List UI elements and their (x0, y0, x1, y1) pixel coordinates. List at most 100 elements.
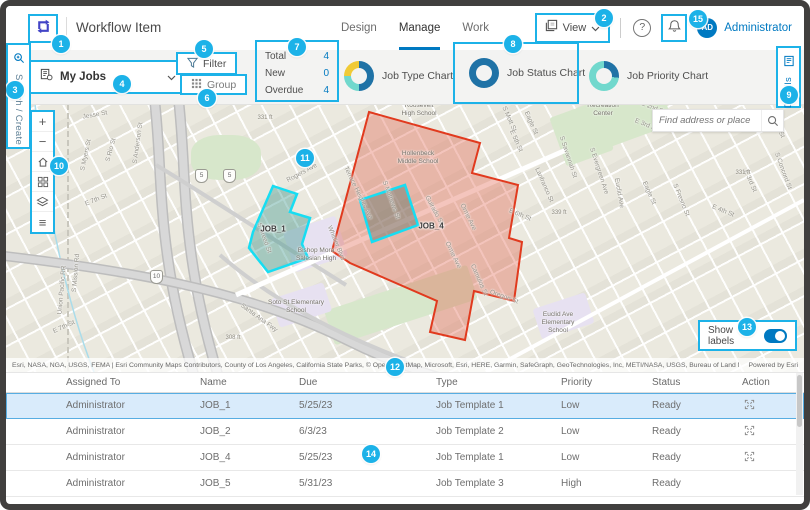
table-cell: JOB_1 (200, 400, 231, 411)
job-polygon-selected-extent[interactable] (358, 183, 420, 244)
job-polygon-JOB_4[interactable] (330, 110, 524, 342)
job-type-chart-label: Job Type Chart (382, 70, 454, 82)
table-row-JOB_1[interactable]: Administrator JOB_1 5/25/23 Job Template 1 L… (6, 393, 804, 419)
table-row-JOB_5[interactable]: Administrator JOB_5 5/31/23 Job Template 3 H… (6, 471, 804, 497)
job-polygon-label: JOB_4 (418, 221, 444, 231)
col-action[interactable]: Action (742, 377, 770, 388)
job-priority-chart: Job Priority Chart (589, 61, 708, 91)
tab-manage[interactable]: Manage (398, 6, 441, 50)
legend-button[interactable]: ≡ (38, 214, 47, 230)
map-label: 308 ft (225, 335, 241, 341)
map-canvas[interactable]: Jesse St S Myers St S Rio St E 7th St E 7th … (6, 105, 804, 372)
stat-new: New 0 (265, 68, 329, 79)
basemap-grid-icon (37, 176, 48, 187)
job-status-chart: Job Status Chart (453, 42, 585, 104)
col-due[interactable]: Due (299, 377, 318, 388)
page-title: Workflow Item (76, 20, 162, 35)
callout-14: 14 (362, 445, 380, 463)
map-search-box (652, 109, 784, 132)
callout-7: 7 (288, 38, 306, 56)
map-vector-layer (6, 105, 804, 372)
table-cell: 5/25/23 (299, 452, 333, 463)
help-button[interactable]: ? (633, 19, 652, 37)
layers-button[interactable] (32, 192, 53, 212)
table-scrollbar[interactable] (796, 373, 803, 495)
job-status-donut (469, 58, 499, 88)
action-cell[interactable] (742, 399, 798, 413)
table-cell: Administrator (66, 400, 125, 411)
col-name[interactable]: Name (200, 377, 227, 388)
filter-button[interactable]: Filter (175, 52, 238, 75)
header: Workflow Item Design Manage Work View ? (6, 6, 804, 50)
map-label: 339 ft (551, 210, 567, 216)
table-cell: JOB_2 (200, 426, 231, 437)
app-logo[interactable] (28, 14, 58, 43)
callout-12: 12 (386, 358, 404, 376)
filter-funnel-icon (186, 57, 199, 71)
job-list-icon (39, 68, 53, 86)
notifications-button[interactable] (661, 14, 688, 42)
table-cell: Low (561, 426, 580, 437)
job-type-chart: Job Type Chart (344, 61, 453, 91)
map-label: Recreation Center (587, 105, 619, 117)
search-input[interactable] (653, 115, 761, 126)
group-button[interactable]: Group (179, 74, 248, 95)
table-cell: 5/31/23 (299, 478, 333, 489)
group-label: Group (207, 78, 237, 91)
attribution-text: Esri, NASA, NGA, USGS, FEMA | Esri Commu… (12, 361, 739, 369)
table-row-JOB_2[interactable]: Administrator JOB_2 6/3/23 Job Template 2 Lo… (6, 419, 804, 445)
table-cell: Job Template 3 (436, 478, 504, 489)
tab-work[interactable]: Work (462, 22, 489, 34)
tab-design[interactable]: Design (341, 22, 377, 34)
job-priority-donut (589, 61, 619, 91)
job-polygon-JOB_1[interactable] (247, 184, 312, 274)
show-labels-toggle[interactable] (763, 328, 787, 343)
view-icon (545, 19, 558, 37)
callout-13: 13 (738, 318, 756, 336)
map-label: Bishop Mora Salesian High (295, 246, 337, 262)
group-grid-icon (191, 78, 202, 92)
map-attribution: Esri, NASA, NGA, USGS, FEMA | Esri Commu… (6, 358, 804, 372)
basemap-button[interactable] (32, 172, 53, 192)
stat-overdue: Overdue 4 (265, 85, 329, 96)
table-cell: 6/3/23 (299, 426, 327, 437)
callout-8: 8 (504, 35, 522, 53)
job-priority-chart-label: Job Priority Chart (627, 70, 709, 82)
interstate-shield-icon: 5 (223, 169, 236, 183)
col-status[interactable]: Status (652, 377, 681, 388)
jobs-dropdown[interactable]: My Jobs (28, 60, 187, 94)
search-icon[interactable] (761, 110, 783, 131)
col-priority[interactable]: Priority (561, 377, 593, 388)
zoom-out-button[interactable]: − (32, 132, 53, 152)
table-cell: Administrator (66, 478, 125, 489)
action-cell[interactable] (742, 425, 798, 439)
show-labels-label: Show labels (708, 324, 735, 347)
map-label: Euclid Ave Elementary School (541, 310, 575, 335)
chevron-down-icon (167, 68, 176, 86)
filter-label: Filter (203, 57, 227, 70)
user-name[interactable]: Administrator (724, 22, 792, 34)
table-row-JOB_4[interactable]: Administrator JOB_4 5/25/23 Job Template 1 L… (6, 445, 804, 471)
header-tabs: Design Manage Work (341, 6, 489, 50)
callout-10: 10 (50, 157, 68, 175)
table-cell: Low (561, 400, 580, 411)
callout-5: 5 (195, 40, 213, 58)
callout-1: 1 (52, 35, 70, 53)
job-type-donut (344, 61, 374, 91)
layers-icon (36, 196, 49, 206)
table-cell: Ready (652, 478, 681, 489)
job-polygon-label: JOB_1 (260, 224, 286, 234)
scrollbar-thumb[interactable] (797, 375, 802, 427)
zoom-to-job-icon (744, 451, 755, 461)
header-separator (620, 18, 622, 38)
zoom-in-button[interactable]: + (32, 112, 53, 132)
callout-9: 9 (780, 86, 798, 104)
callout-11: 11 (296, 149, 314, 167)
callout-3: 3 (6, 81, 24, 99)
col-type[interactable]: Type (436, 377, 458, 388)
jobs-table-body: Administrator JOB_1 5/25/23 Job Template 1 L… (6, 393, 804, 497)
action-cell[interactable] (742, 451, 798, 465)
home-button[interactable] (32, 152, 53, 172)
col-assigned-to[interactable]: Assigned To (66, 377, 121, 388)
